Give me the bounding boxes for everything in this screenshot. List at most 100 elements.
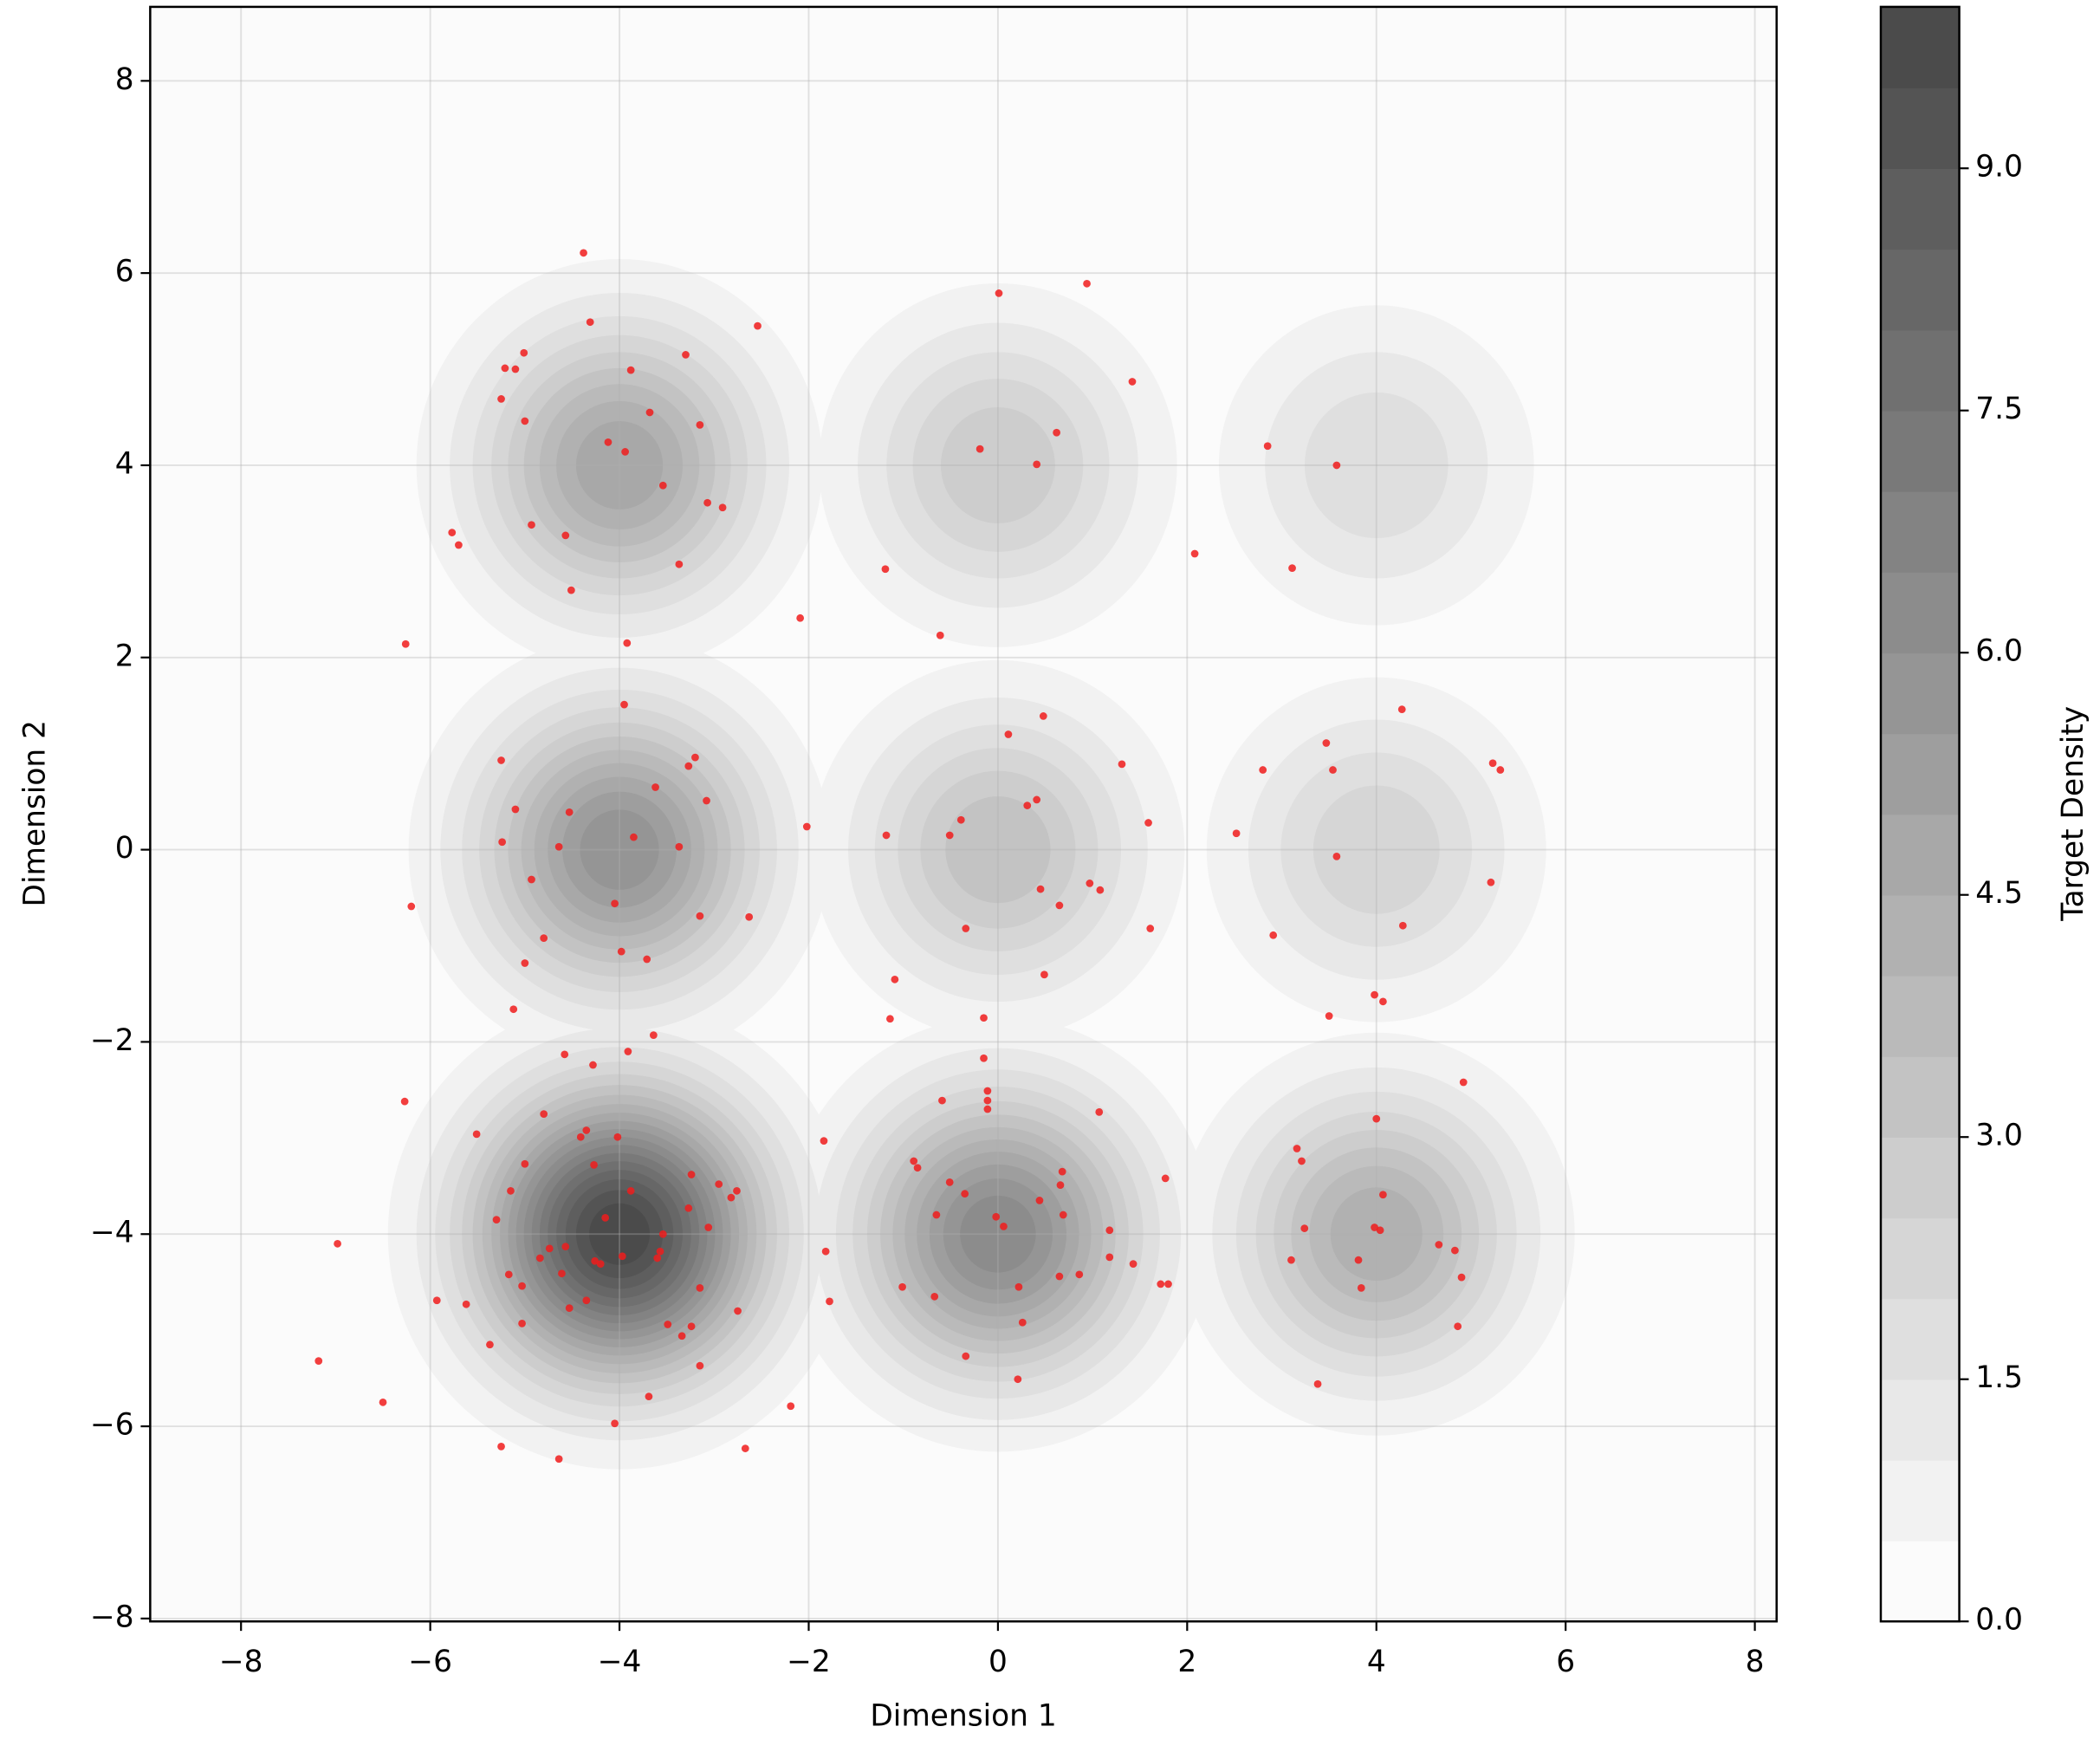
colorbar-band [1880,1298,1960,1380]
data-point [521,959,529,967]
data-point [518,1282,526,1290]
data-point [1053,428,1060,437]
data-point [733,1186,741,1195]
data-point [1300,1224,1309,1232]
y-tick-label: 6 [115,255,134,289]
data-point [992,1212,1001,1221]
data-point [745,912,754,921]
colorbar-band [1880,1056,1960,1138]
data-point [1033,795,1041,804]
data-point [576,1133,585,1141]
data-point [558,1269,566,1278]
data-point [1398,921,1407,930]
data-point [528,875,535,884]
data-point [696,912,704,920]
data-point [983,1087,992,1095]
data-point [1164,1280,1172,1288]
data-point [1036,885,1045,893]
data-point [962,1352,970,1360]
data-point [645,1392,653,1401]
data-point [1357,1283,1365,1292]
data-point [448,529,457,536]
colorbar-band [1880,572,1960,654]
colorbar-band [1880,6,1960,88]
data-point [826,1297,833,1306]
data-point [1055,1272,1064,1281]
colorbar-band [1880,1217,1960,1300]
data-point [734,1307,742,1315]
contour-band [940,406,1055,523]
data-point [1459,1078,1468,1087]
data-point [1496,766,1505,774]
data-point [613,1133,622,1141]
data-point [590,1161,598,1169]
data-point [1128,378,1137,386]
data-point [582,1296,591,1305]
data-point [1313,1379,1322,1388]
data-point [498,838,507,847]
colorbar-band [1880,894,1960,977]
data-point [497,756,505,764]
contour-band [1330,1187,1423,1282]
data-point [664,1321,672,1328]
x-tick-label: −6 [408,1645,452,1679]
y-tick-label: −4 [90,1216,134,1250]
x-axis-label: Dimension 1 [870,1699,1056,1734]
colorbar-tick-label: 7.5 [1975,392,2023,426]
data-point [1488,759,1497,768]
data-point [582,1126,591,1134]
data-point [626,1186,635,1195]
contour-band [1312,785,1440,914]
data-point [962,925,970,932]
y-tick-label: 2 [115,639,134,673]
contour-band [580,809,659,890]
data-point [1457,1273,1466,1282]
data-point [945,831,954,840]
data-point [1056,1181,1065,1190]
data-point [980,1014,988,1022]
data-point [561,531,570,540]
x-tick-label: −2 [787,1645,831,1679]
data-point [653,1254,662,1262]
data-point [741,1444,749,1452]
data-point [658,481,667,490]
data-point [983,1105,992,1113]
data-point [1397,705,1406,714]
x-tick-label: −8 [219,1645,263,1679]
data-point [956,815,965,824]
data-point [1435,1241,1443,1249]
data-point [1014,1282,1023,1291]
data-point [687,1322,696,1331]
data-point [1379,997,1387,1006]
data-point [696,1283,704,1292]
data-point [472,1130,481,1139]
data-point [601,1214,610,1222]
colorbar-band [1880,1541,1960,1622]
colorbar-label: Target Density [2056,706,2090,922]
data-point [691,753,699,762]
data-point [1232,829,1241,838]
data-point [565,808,574,816]
data-point [540,934,548,943]
data-point [535,1254,544,1262]
plot-area [150,6,1777,1622]
data-point [1075,1270,1084,1279]
colorbar-tick-label: 0.0 [1975,1603,2023,1638]
data-point [1146,925,1155,932]
plot-frame [149,5,1778,1623]
data-point [504,1270,513,1279]
data-point [1190,549,1199,558]
data-point [1033,460,1041,469]
data-point [591,1256,600,1265]
data-point [621,448,629,456]
y-axis-label: Dimension 2 [18,720,53,906]
data-point [1058,1167,1066,1176]
colorbar-band [1880,168,1960,250]
data-point [407,902,416,911]
data-point [528,521,535,529]
colorbar-band [1880,249,1960,331]
data-point [400,1097,409,1106]
data-point [521,417,529,425]
data-point [432,1296,441,1305]
data-point [1379,1191,1387,1199]
